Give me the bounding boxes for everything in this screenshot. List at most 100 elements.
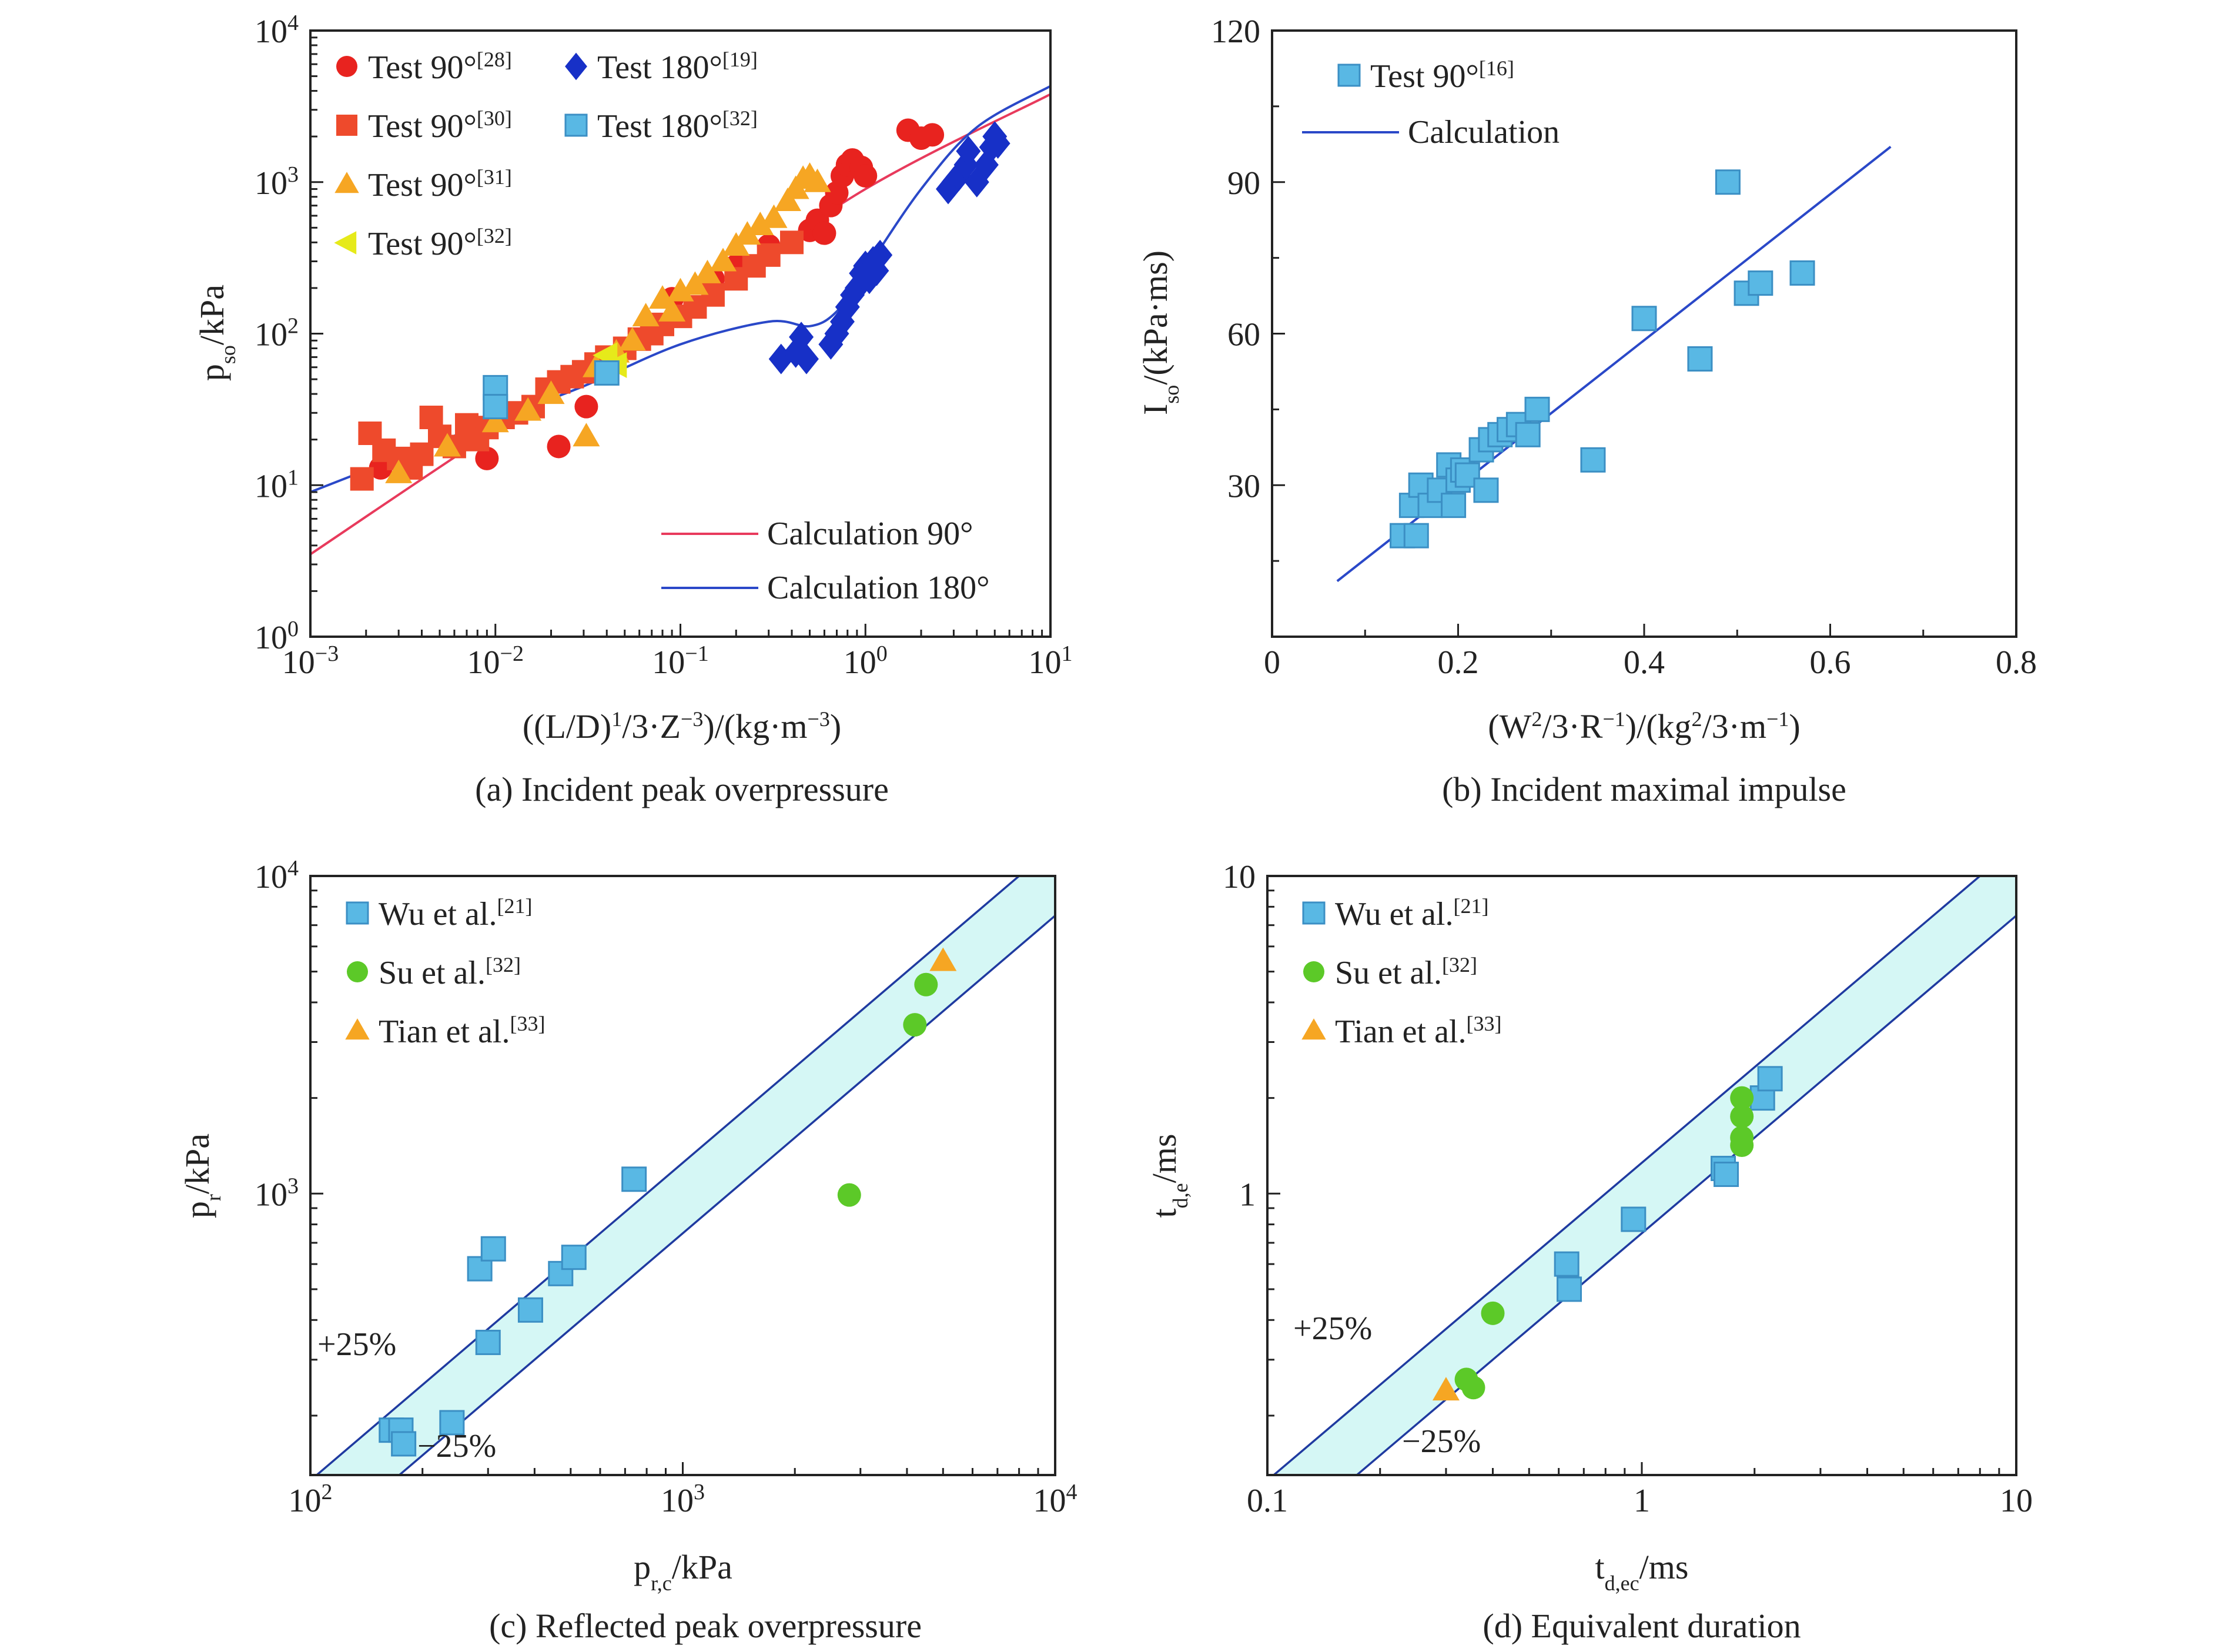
chart-a-marks bbox=[310, 85, 1050, 556]
chart-b-ticks: 0 0.2 0.4 0.6 0.8 30 60 90 120 bbox=[1211, 14, 2037, 681]
chart-a-caption: (a) Incident peak overpressure bbox=[475, 770, 889, 808]
chart-b-caption: (b) Incident maximal impulse bbox=[1442, 770, 1846, 808]
legend-marker-test-180-32 bbox=[564, 113, 588, 137]
point-test-180-32 bbox=[483, 394, 508, 420]
x-tick-label: 0 bbox=[1264, 644, 1280, 681]
point-su-et-al-32 bbox=[1730, 1104, 1754, 1128]
point-test-90-16 bbox=[1748, 270, 1773, 296]
point-test-180-19 bbox=[868, 239, 893, 270]
point-test-180-19 bbox=[789, 322, 814, 353]
point-wu-et-al-21 bbox=[439, 1410, 465, 1436]
legend-label: Test 90°[16] bbox=[1370, 56, 1514, 95]
legend-label: Test 180°[32] bbox=[597, 106, 758, 145]
y-tick-label: 60 bbox=[1227, 317, 1260, 353]
point-su-et-al-32 bbox=[837, 1183, 861, 1207]
point-test-90-16 bbox=[1473, 477, 1499, 503]
point-wu-et-al-21 bbox=[1757, 1066, 1783, 1092]
chart-c-ticks: 102 103 104 103 104 bbox=[255, 856, 1077, 1519]
legend-marker-wu-et-al-21 bbox=[1302, 901, 1326, 925]
lower-25-line bbox=[397, 914, 1055, 1475]
point-wu-et-al-21 bbox=[1714, 1161, 1739, 1187]
point-test-90-16 bbox=[1789, 260, 1815, 286]
chart-a-ticks: 10−3 10−2 10−1 100 101 100 101 102 103 104 bbox=[255, 11, 1073, 681]
point-test-90-31 bbox=[734, 221, 761, 245]
point-test-90-28 bbox=[854, 164, 878, 188]
y-tick-label: 10 bbox=[1223, 859, 1256, 895]
legend-marker-wu-et-al-21 bbox=[346, 901, 369, 925]
y-tick-label: 100 bbox=[255, 617, 299, 656]
lower-25-line bbox=[1355, 914, 2016, 1475]
point-wu-et-al-21 bbox=[1554, 1251, 1580, 1277]
chart-c-ylabel: pr/kPa bbox=[178, 1133, 225, 1218]
legend-label: Test 180°[19] bbox=[597, 48, 758, 86]
point-tian-et-al-33 bbox=[1432, 1377, 1460, 1401]
point-test-180-32 bbox=[594, 360, 620, 386]
point-test-90-31 bbox=[434, 433, 461, 457]
chart-panel-b: 0 0.2 0.4 0.6 0.8 30 60 90 120 Test 90°[16] Calcu… bbox=[1136, 14, 2037, 808]
x-tick-label: 104 bbox=[1033, 1480, 1077, 1519]
y-tick-label: 90 bbox=[1227, 165, 1260, 202]
x-tick-label: 1 bbox=[1634, 1483, 1650, 1519]
chart-d-legend: Wu et al.[21] Su et al.[32] Tian et al.[33… bbox=[1301, 894, 1501, 1050]
chart-panel-c: 102 103 104 103 104 Wu et al.[21] Su et al.[3… bbox=[178, 856, 1077, 1645]
x-tick-label: 10−3 bbox=[282, 641, 339, 681]
y-tick-label: 104 bbox=[255, 11, 299, 50]
x-tick-label: 101 bbox=[1029, 641, 1073, 681]
point-su-et-al-32 bbox=[903, 1013, 927, 1037]
point-test-90-16 bbox=[1441, 493, 1467, 519]
point-test-90-31 bbox=[667, 277, 694, 302]
point-test-90-16 bbox=[1515, 422, 1541, 447]
chart-b-xlabel: (W2/3·R−1)/(kg2/3·m−1) bbox=[1488, 707, 1800, 745]
point-test-90-31 bbox=[632, 303, 660, 327]
chart-c-xlabel: pr,c/kPa bbox=[634, 1548, 732, 1595]
point-test-180-19 bbox=[985, 128, 1010, 159]
tolerance-band bbox=[1273, 876, 2016, 1475]
legend-marker-test-90-16 bbox=[1337, 63, 1361, 87]
point-test-90-16 bbox=[1524, 396, 1550, 422]
chart-d-ticks: 0.1 1 10 1 10 bbox=[1223, 859, 2033, 1519]
point-test-90-30 bbox=[779, 230, 804, 255]
x-tick-label: 10−1 bbox=[652, 641, 708, 681]
y-tick-label: 120 bbox=[1211, 14, 1260, 50]
point-test-90-30 bbox=[350, 467, 374, 491]
legend-label: Tian et al.[33] bbox=[379, 1012, 545, 1050]
chart-a-ylabel: pso/kPa bbox=[193, 285, 240, 381]
point-test-90-31 bbox=[385, 459, 413, 483]
legend-label: Test 90°[30] bbox=[368, 106, 512, 145]
x-tick-label: 0.8 bbox=[1996, 644, 2037, 681]
point-test-180-19 bbox=[794, 343, 819, 374]
legend-marker-test-90-28 bbox=[336, 56, 357, 77]
point-test-90-28 bbox=[812, 221, 836, 245]
legend-label: Su et al.[32] bbox=[1335, 953, 1477, 991]
point-test-90-28 bbox=[574, 394, 598, 419]
legend-label: Test 90°[28] bbox=[368, 48, 512, 86]
legend-label: Test 90°[32] bbox=[368, 224, 512, 262]
point-wu-et-al-21 bbox=[517, 1297, 543, 1323]
chart-b-ylabel: Iso/(kPa·ms) bbox=[1136, 250, 1183, 415]
point-test-90-16 bbox=[1580, 447, 1606, 473]
chart-d-ylabel: td,e/ms bbox=[1145, 1134, 1192, 1218]
point-test-90-16 bbox=[1403, 523, 1429, 549]
chart-a-legend: Test 90°[28] Test 180°[19] Test 90°[30] Tes… bbox=[334, 48, 990, 606]
point-wu-et-al-21 bbox=[1621, 1206, 1647, 1232]
point-test-90-30 bbox=[757, 243, 781, 267]
x-tick-label: 0.1 bbox=[1247, 1483, 1288, 1519]
point-su-et-al-32 bbox=[914, 972, 938, 996]
legend-marker-test-180-19 bbox=[565, 52, 587, 81]
chart-panel-d: 0.1 1 10 1 10 Wu et al.[21] Su et al.[32] Tian… bbox=[1145, 859, 2033, 1645]
x-tick-label: 0.2 bbox=[1438, 644, 1479, 681]
point-test-90-31 bbox=[618, 327, 646, 351]
legend-label: Calculation 180° bbox=[767, 570, 990, 606]
x-tick-label: 0.4 bbox=[1624, 644, 1665, 681]
chart-d-caption: (d) Equivalent duration bbox=[1483, 1607, 1801, 1645]
chart-d-marks bbox=[1432, 1066, 1783, 1401]
lower-25-label: −25% bbox=[417, 1428, 496, 1464]
upper-25-line bbox=[1272, 876, 1982, 1475]
upper-25-label: +25% bbox=[1293, 1310, 1372, 1347]
tolerance-band bbox=[316, 876, 1055, 1475]
point-test-90-28 bbox=[547, 434, 571, 459]
chart-d-xlabel: td,ec/ms bbox=[1595, 1548, 1689, 1595]
point-su-et-al-32 bbox=[1461, 1376, 1485, 1400]
x-tick-label: 103 bbox=[661, 1480, 705, 1519]
point-test-180-19 bbox=[956, 136, 981, 167]
